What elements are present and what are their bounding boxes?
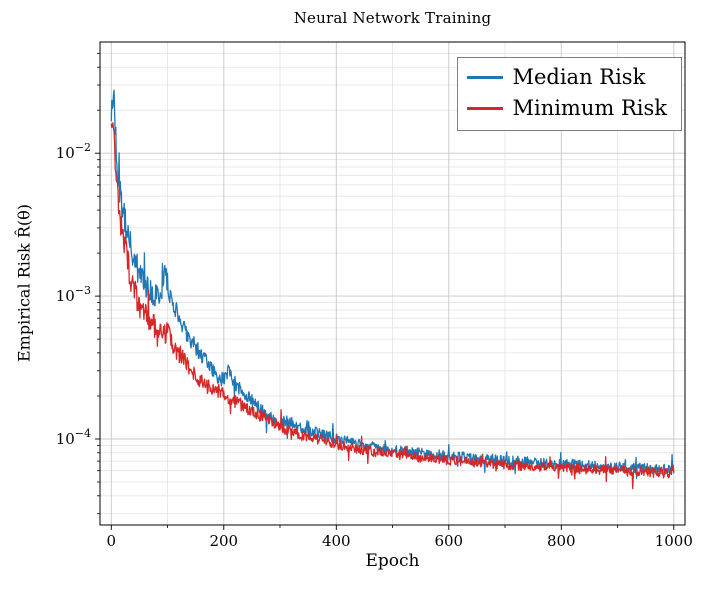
x-tick-label: 400 [322,532,351,550]
x-axis-label: Epoch [365,551,420,571]
x-tick-label: 800 [547,532,576,550]
y-tick-label: 10−3 [56,284,91,305]
chart-title: Neural Network Training [293,9,492,27]
x-tick-label: 0 [107,532,117,550]
legend-item-minimum-risk: Minimum Risk [467,93,667,123]
x-tick-label: 200 [209,532,238,550]
legend-item-median-risk: Median Risk [467,62,667,92]
y-axis-label: Empirical Risk R̂(θ) [14,204,34,362]
legend: Median Risk Minimum Risk [457,57,682,131]
legend-line-swatch-median [467,75,504,79]
y-tick-label: 10−4 [56,427,91,448]
legend-label-median: Median Risk [512,65,646,89]
x-tick-label: 1000 [655,532,693,550]
y-tick-label: 10−2 [56,141,91,162]
x-tick-label: 600 [434,532,463,550]
legend-line-swatch-minimum [467,107,504,111]
legend-label-minimum: Minimum Risk [512,96,667,121]
series-line-minimum-risk [110,122,675,490]
